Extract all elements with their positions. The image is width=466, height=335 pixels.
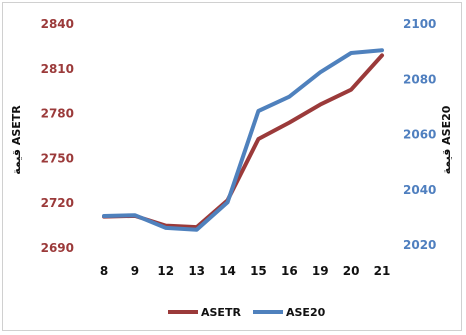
y-axis-right-label: قيمة ASE20 xyxy=(440,105,453,174)
x-tick-label: 12 xyxy=(157,264,174,278)
chart-frame xyxy=(2,2,462,331)
left-axis-ticks: 2840 2810 2780 2750 2720 2690 xyxy=(41,17,74,255)
legend-label-asetr: ASETR xyxy=(201,306,241,319)
y-right-tick-label: 2020 xyxy=(403,238,436,252)
x-tick-label: 19 xyxy=(312,264,329,278)
x-tick-label: 21 xyxy=(374,264,391,278)
legend: ASETR ASE20 xyxy=(168,306,326,319)
right-axis-ticks: 2100 2080 2060 2040 2020 xyxy=(403,17,436,252)
series-lines xyxy=(102,48,384,232)
y-right-tick-label: 2080 xyxy=(403,72,436,86)
x-tick-label: 14 xyxy=(219,264,236,278)
y-left-tick-label: 2810 xyxy=(41,62,74,76)
y-right-tick-label: 2060 xyxy=(403,128,436,142)
x-axis-ticks: 8 9 12 13 14 15 16 19 20 21 xyxy=(100,264,391,278)
x-tick-label: 16 xyxy=(281,264,298,278)
y-left-tick-label: 2690 xyxy=(41,241,74,255)
y-left-tick-label: 2780 xyxy=(41,107,74,121)
y-right-tick-label: 2100 xyxy=(403,17,436,31)
series-line-ase20 xyxy=(102,48,384,232)
x-tick-label: 20 xyxy=(343,264,360,278)
y-left-tick-label: 2840 xyxy=(41,17,74,31)
series-line-asetr xyxy=(102,53,384,230)
x-tick-label: 9 xyxy=(131,264,139,278)
y-right-tick-label: 2040 xyxy=(403,183,436,197)
x-tick-label: 15 xyxy=(250,264,267,278)
y-left-tick-label: 2750 xyxy=(41,151,74,165)
legend-label-ase20: ASE20 xyxy=(286,306,326,319)
y-left-tick-label: 2720 xyxy=(41,196,74,210)
y-axis-left-label: قيمة ASETR xyxy=(10,105,23,175)
x-tick-label: 8 xyxy=(100,264,108,278)
x-tick-label: 13 xyxy=(188,264,205,278)
